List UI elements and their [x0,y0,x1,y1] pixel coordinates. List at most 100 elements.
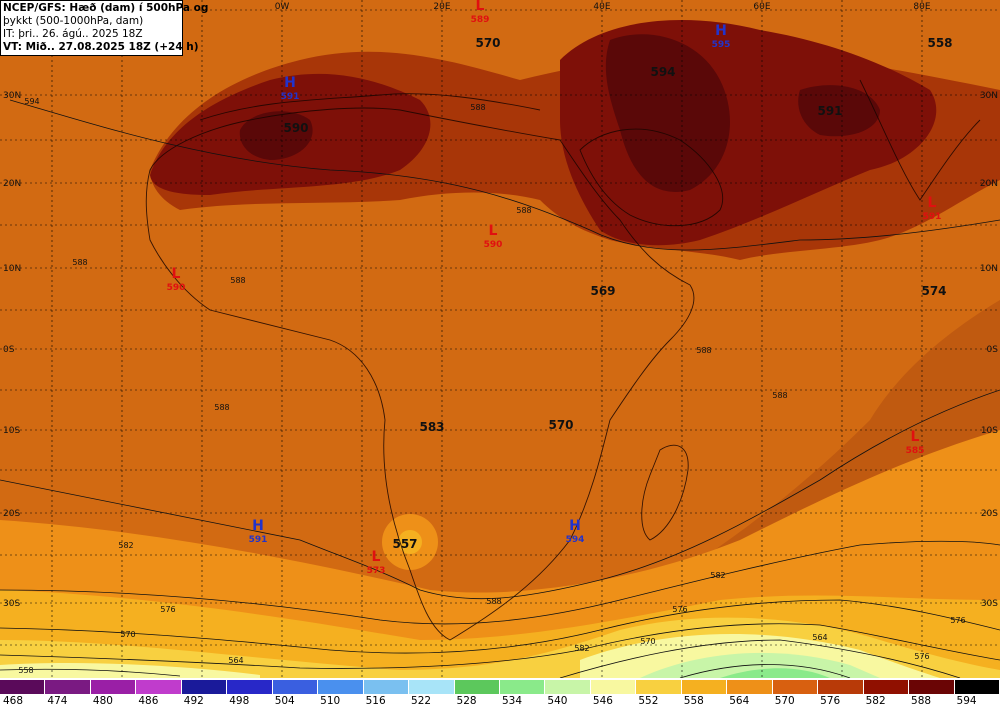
legend-swatch [318,680,364,694]
legend-label: 570 [774,695,795,707]
legend-label: 498 [229,695,250,707]
legend-swatch [272,680,319,694]
center-value: 573 [367,566,386,576]
legend-swatch [45,680,91,694]
contour-label: 588 [516,206,531,215]
contour-label: 588 [214,403,229,412]
india-coastline [859,79,981,201]
center-value: 585 [906,446,925,456]
latitude-label-right: 20S [981,509,998,519]
contour-570 [0,623,1000,669]
legend-swatch [545,680,591,694]
center-letter: L [476,0,485,14]
africa-coastline [145,107,695,641]
contour-label: 582 [710,571,725,580]
band-594-arabia [605,34,730,192]
contour-label: 576 [160,605,175,614]
legend-label: 576 [820,695,841,707]
thickness-value: 569 [590,284,615,298]
legend-swatch [590,680,637,694]
center-value: 591 [923,212,942,222]
legend-swatch [909,680,955,694]
info-valid-time: VT: Mið.. 27.08.2025 18Z (+24 h) [3,41,199,53]
contour-label: 588 [486,597,501,606]
legend-label: 534 [501,695,523,707]
legend-swatch [409,680,455,694]
map-canvas: 0W 20E 40E 60E 80E 30N 30N 20N 20N 10N 10N 0S 0S 10S… [0,0,1000,678]
legend-swatch [0,680,46,694]
center-letter: H [715,23,727,39]
center-value: 591 [281,92,300,102]
color-legend-bar [0,680,1000,694]
legend-label: 480 [92,695,113,707]
longitude-label: 0W [275,2,290,12]
longitude-label: 40E [593,2,610,12]
contour-label: 582 [574,644,589,653]
legend-label: 474 [47,695,68,707]
contour-558 [679,664,851,678]
legend-label: 492 [183,695,204,707]
latitude-label-left: 10S [3,426,20,436]
contour-label: 588 [772,391,787,400]
center-value: 589 [471,15,490,25]
contour-labels: 594 588 588 588 588 588 588 588 582 576 570 564 558 5… [18,97,965,675]
contour-label: 582 [118,541,133,550]
legend-label: 540 [547,695,568,707]
legend-label: 582 [865,695,886,707]
contour-label: 564 [812,633,827,642]
center-letter: L [172,266,181,282]
legend-swatch [90,680,137,694]
legend-swatch [954,680,1000,694]
legend-label: 564 [729,695,750,707]
longitude-label: 60E [753,2,770,12]
center-value: 594 [566,535,585,545]
thickness-value: 591 [817,104,842,118]
thickness-value: 583 [419,420,444,434]
center-letter: H [569,518,581,534]
center-value: 590 [167,283,186,293]
graticule [0,0,1000,678]
longitude-label: 80E [913,2,930,12]
contour-582 [0,540,1000,625]
legend-swatch [681,680,728,694]
latitude-label-right: 0S [987,345,999,355]
contour-label: 570 [640,637,655,646]
longitude-label: 20E [433,2,450,12]
contour-label: 588 [72,258,87,267]
contour-label: 594 [24,97,39,106]
band-534-south [720,668,830,678]
latitude-label-right: 20N [980,179,998,189]
latitude-label-right: 30N [980,91,998,101]
weather-map: 0W 20E 40E 60E 80E 30N 30N 20N 20N 10N 10N 0S 0S 10S… [0,0,1000,678]
legend-swatch [136,680,182,694]
band-540-south [640,652,880,678]
legend-swatch [636,680,682,694]
legend-label: 528 [456,695,477,707]
legend-swatch [499,680,546,694]
legend-label: 558 [683,695,704,707]
latitude-label-left: 30N [3,91,21,101]
latitude-label-left: 20S [3,509,20,519]
legend-label: 594 [956,695,977,707]
center-letter: H [284,75,296,91]
center-value: 590 [484,240,503,250]
contour-label: 570 [120,630,135,639]
coastlines [145,79,981,641]
legend-swatch [363,680,410,694]
legend-label: 486 [138,695,159,707]
contour-588-north [9,99,1000,251]
contour-label: 576 [914,652,929,661]
contour-564 [0,639,961,678]
height-contours [0,99,1000,678]
legend-swatch [227,680,273,694]
legend-label: 516 [365,695,386,707]
contour-label: 588 [696,346,711,355]
latitude-label-left: 30S [3,599,20,609]
info-title: NCEP/GFS: Hæð (dam) í 500hPa og [3,2,209,14]
band-594-sahara [239,111,313,160]
thickness-value: 570 [548,418,573,432]
legend-label: 504 [274,695,295,707]
legend-swatch [863,680,910,694]
contour-588-south [0,389,1000,600]
